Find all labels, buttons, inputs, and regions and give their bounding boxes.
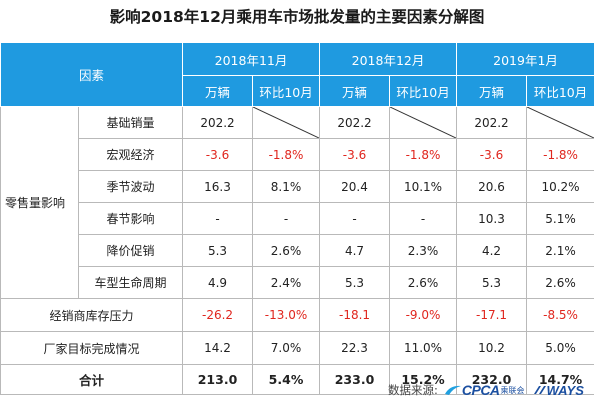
mom-value-cell: 5.4%	[252, 364, 321, 395]
factor-label: 车型生命周期	[77, 266, 184, 299]
header-factor: 因素	[0, 42, 184, 107]
unit-value-cell: -18.1	[319, 298, 391, 332]
mom-value-cell: 2.1%	[526, 234, 594, 267]
data-source: 数据来源: CPCA 乘联会 WAYS	[388, 378, 594, 402]
mom-value-cell: 10.2%	[526, 170, 594, 203]
factor-label: 厂家目标完成情况	[0, 331, 184, 365]
header-unit: 万辆	[182, 75, 254, 107]
ways-mark-icon	[533, 386, 546, 394]
unit-value-cell: 232.0	[456, 364, 528, 395]
unit-value-cell: 4.2	[456, 234, 528, 267]
mom-value-cell: 2.3%	[389, 234, 458, 267]
mom-value-cell: -8.5%	[526, 298, 594, 332]
unit-value-cell: 213.0	[182, 364, 254, 395]
header-period: 2018年12月	[319, 42, 458, 76]
table-row: 经销商库存压力 -26.2 -13.0% -18.1 -9.0% -17.1 -8.5%	[0, 298, 594, 332]
unit-value-cell: 4.7	[319, 234, 391, 267]
mom-value-cell: 11.0%	[389, 331, 458, 365]
empty-diagonal-cell	[252, 106, 321, 139]
mom-value-cell: -1.8%	[252, 138, 321, 171]
unit-value-cell: 16.3	[182, 170, 254, 203]
mom-value-cell: 2.6%	[526, 266, 594, 299]
table-row: 宏观经济 -3.6 -1.8% -3.6 -1.8% -3.6 -1.8%	[1, 138, 594, 171]
unit-value-cell: 20.6	[456, 170, 528, 203]
mom-value-cell: -9.0%	[389, 298, 458, 332]
mom-value-cell: -1.8%	[526, 138, 594, 171]
diagonal-line-icon	[527, 107, 594, 138]
factor-label: 降价促销	[77, 234, 184, 267]
mom-value-cell: 8.1%	[252, 170, 321, 203]
swoosh-icon	[444, 385, 461, 395]
mom-value-cell: 15.2%	[389, 364, 458, 395]
header-row-periods: 因素 2018年11月 2018年12月 2019年1月	[0, 42, 594, 107]
unit-value-cell: -17.1	[456, 298, 528, 332]
unit-value-cell: 5.3	[456, 266, 528, 299]
header-period: 2019年1月	[456, 42, 594, 76]
table-row: 春节影响 - - - -10.3 5.1%	[1, 202, 594, 235]
mom-value-cell: 2.6%	[252, 234, 321, 267]
unit-value-cell: -26.2	[182, 298, 254, 332]
total-label: 合计	[0, 364, 184, 395]
mom-value-cell: 10.1%	[389, 170, 458, 203]
unit-value-cell: 10.3	[456, 202, 528, 235]
total-row: 合计 213.0 5.4% 233.0 15.2% 232.0 14.7%	[0, 364, 594, 395]
table-row: 车型生命周期 4.9 2.4% 5.3 2.6% 5.3 2.6%	[1, 266, 594, 299]
header-period: 2018年11月	[182, 42, 321, 76]
page-title: 影响2018年12月乘用车市场批发量的主要因素分解图	[109, 8, 485, 26]
unit-value-cell: -3.6	[182, 138, 254, 171]
header-unit: 万辆	[456, 75, 528, 107]
unit-value-cell: -3.6	[319, 138, 391, 171]
mom-value-cell: 5.0%	[526, 331, 594, 365]
unit-value-cell: 14.2	[182, 331, 254, 365]
empty-diagonal-cell	[526, 106, 594, 139]
unit-value-cell: 5.3	[182, 234, 254, 267]
unit-value-cell: 4.9	[182, 266, 254, 299]
table-row: 季节波动 16.3 8.1% 20.4 10.1% 20.6 10.2%	[1, 170, 594, 203]
header-row-units: 万辆 环比10月 万辆 环比10月 万辆 环比10月	[1, 75, 594, 107]
unit-value-cell: 233.0	[319, 364, 391, 395]
unit-value-cell: 20.4	[319, 170, 391, 203]
mom-value-cell: -	[389, 202, 458, 235]
table-row: 厂家目标完成情况 14.2 7.0% 22.3 11.0% 10.2 5.0%	[0, 331, 594, 365]
diagonal-line-icon	[390, 107, 456, 138]
factor-label: 春节影响	[77, 202, 184, 235]
unit-value-cell: -	[182, 202, 254, 235]
header-mom: 环比10月	[252, 75, 321, 107]
unit-value-cell: -	[319, 202, 391, 235]
mom-value-cell: -13.0%	[252, 298, 321, 332]
mom-value-cell: -1.8%	[389, 138, 458, 171]
ways-logo: WAYS	[533, 383, 584, 398]
source-label: 数据来源:	[388, 383, 438, 397]
mom-value-cell: -	[252, 202, 321, 235]
group-label: 零售量影响	[0, 106, 79, 299]
unit-value-cell: 202.2	[319, 106, 391, 139]
factor-label: 基础销量	[77, 106, 184, 139]
mom-value-cell: 7.0%	[252, 331, 321, 365]
mom-value-cell: 5.1%	[526, 202, 594, 235]
unit-value-cell: 22.3	[319, 331, 391, 365]
header-mom: 环比10月	[526, 75, 594, 107]
unit-value-cell: 10.2	[456, 331, 528, 365]
factor-label: 宏观经济	[77, 138, 184, 171]
table-row: 零售量影响 基础销量 202.2 202.2 202.2	[0, 106, 594, 299]
cpca-logo: CPCA 乘联会	[444, 382, 525, 398]
unit-value-cell: 202.2	[182, 106, 254, 139]
factor-table: 因素 2018年11月 2018年12月 2019年1月 万辆 环比10月 万辆…	[0, 42, 594, 395]
mom-value-cell: 2.6%	[389, 266, 458, 299]
factor-label: 经销商库存压力	[0, 298, 184, 332]
unit-value-cell: 202.2	[456, 106, 528, 139]
unit-value-cell: 5.3	[319, 266, 391, 299]
table-row: 降价促销 5.3 2.6% 4.7 2.3% 4.2 2.1%	[1, 234, 594, 267]
header-mom: 环比10月	[389, 75, 458, 107]
diagonal-line-icon	[253, 107, 319, 138]
unit-value-cell: -3.6	[456, 138, 528, 171]
factor-label: 季节波动	[77, 170, 184, 203]
header-unit: 万辆	[319, 75, 391, 107]
empty-diagonal-cell	[389, 106, 458, 139]
mom-value-cell: 2.4%	[252, 266, 321, 299]
